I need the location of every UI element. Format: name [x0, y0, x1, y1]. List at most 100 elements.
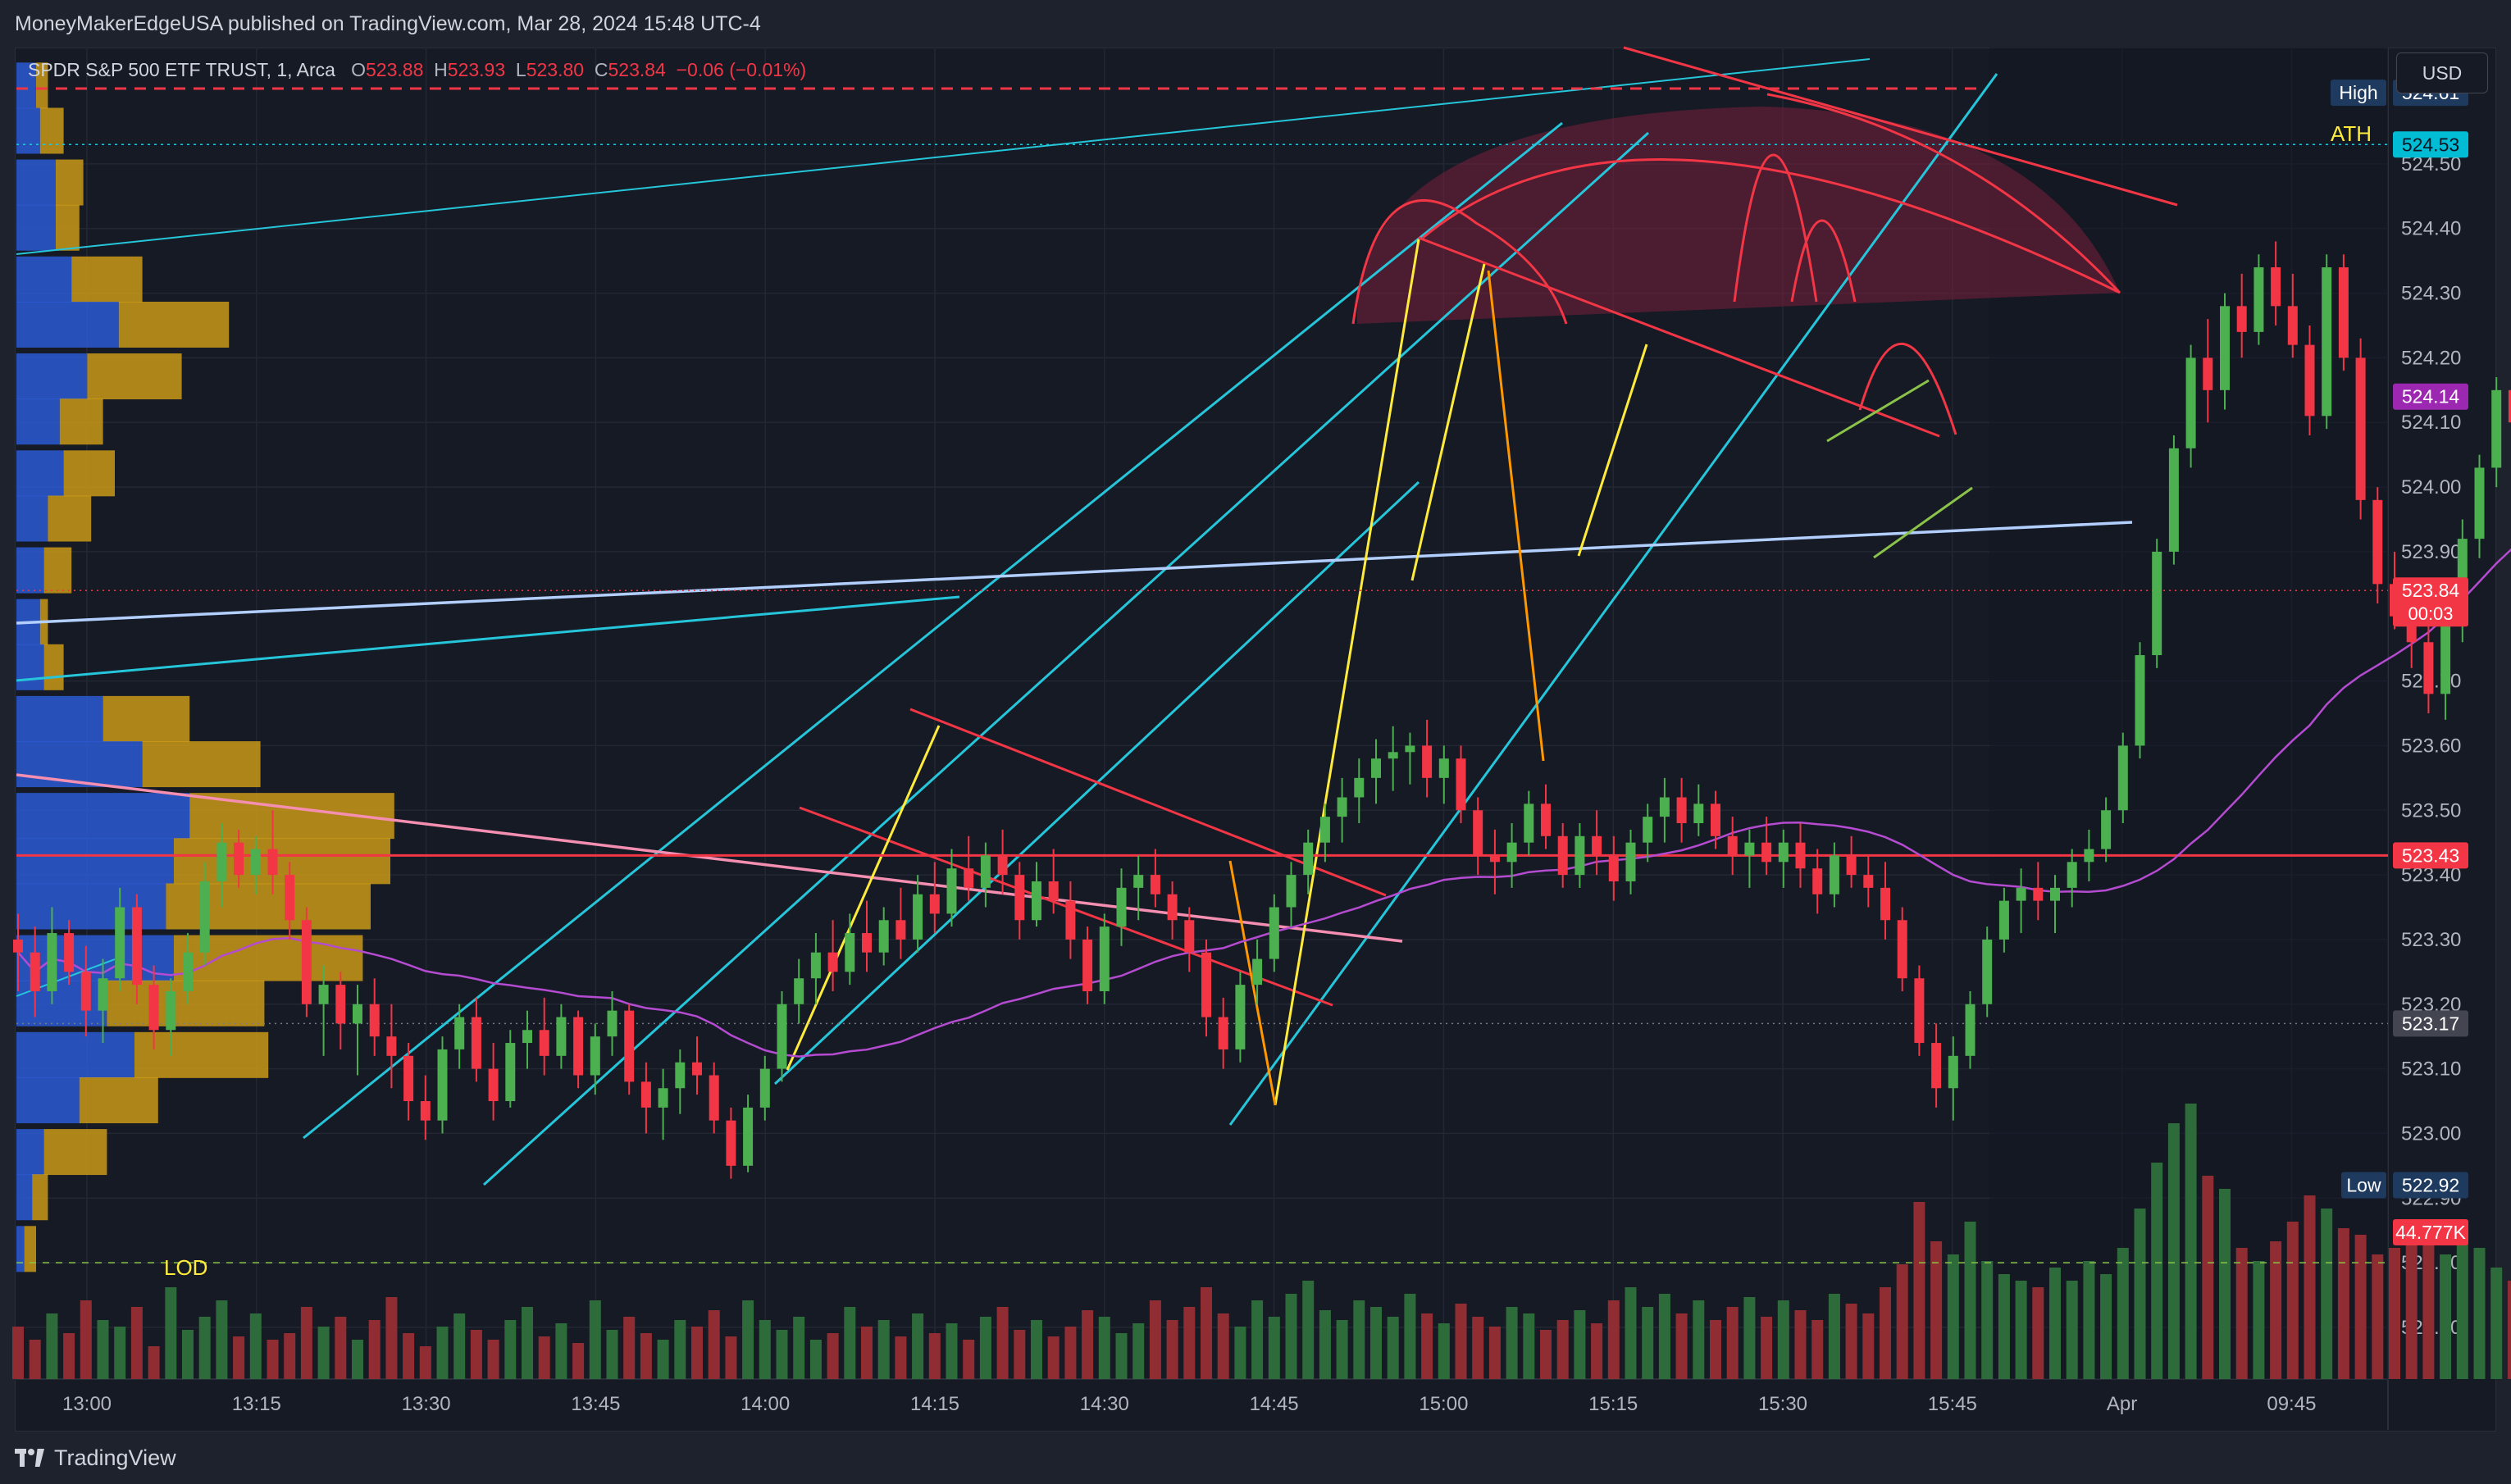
volume-bar [1319, 1310, 1331, 1379]
volume-bar [1556, 1320, 1569, 1379]
candle-body [1133, 875, 1144, 888]
candle-body [1082, 939, 1093, 991]
volume-bar [776, 1330, 788, 1379]
candle-body [573, 1017, 584, 1076]
price-badge-value: 522.92 [2402, 1174, 2459, 1195]
volume-bar [1234, 1327, 1246, 1379]
volume-bar [1302, 1281, 1315, 1379]
candle-body [98, 978, 108, 1011]
volume-bar [657, 1340, 669, 1379]
currency-button[interactable]: USD [2396, 52, 2488, 93]
red-arc [1790, 219, 1857, 303]
candle-body [743, 1107, 754, 1166]
candle-body [2304, 344, 2315, 417]
volume-bar [2321, 1209, 2333, 1379]
y-tick-label: 523.30 [2401, 929, 2461, 951]
volume-bar [1132, 1323, 1145, 1379]
footer: TradingView [0, 1432, 2511, 1484]
green-channel-line [1873, 486, 1973, 559]
price-badge-label: High [2339, 82, 2377, 103]
lod-label: LOD [164, 1255, 207, 1280]
candle-body [1914, 978, 1925, 1044]
y-tick-label: 523.90 [2401, 541, 2461, 563]
volume-bar [1625, 1287, 1637, 1379]
candle-body [1829, 855, 1839, 894]
vp-up-bar [16, 935, 174, 981]
candle-body [403, 1055, 414, 1102]
volume-bar [1743, 1297, 1756, 1379]
vp-up-bar [16, 204, 56, 251]
legend-high-label: H [434, 59, 448, 80]
volume-bar [1693, 1300, 1705, 1379]
volume-bar [317, 1327, 330, 1379]
x-tick-label: 13:15 [232, 1393, 281, 1415]
candle-body [488, 1068, 499, 1102]
ath-label: ATH [2331, 121, 2372, 146]
vp-up-bar [16, 644, 44, 690]
volume-bar [691, 1327, 703, 1379]
volume-bar [487, 1340, 499, 1379]
price-badge-value: 44.777K [2395, 1222, 2466, 1243]
volume-bar [606, 1330, 618, 1379]
candle-body [2474, 467, 2485, 539]
candle-body [1456, 758, 1466, 811]
volume-bar [1761, 1317, 1773, 1379]
vp-down-bar [103, 695, 190, 742]
vp-up-bar [16, 741, 143, 788]
volume-bar [12, 1327, 24, 1379]
volume-bar [1710, 1320, 1721, 1379]
x-tick-label: 15:15 [1588, 1393, 1638, 1415]
price-badge [2393, 1172, 2468, 1199]
candle-body [335, 985, 346, 1024]
vp-down-bar [43, 547, 72, 594]
candle-body [1744, 842, 1755, 856]
candle-body [1218, 1017, 1228, 1049]
volume-bar [674, 1320, 686, 1379]
volume-bar [1353, 1300, 1365, 1379]
volume-bar [352, 1340, 363, 1379]
candle-body [2271, 267, 2281, 307]
candle-body [318, 985, 329, 1004]
volume-bar [2202, 1176, 2214, 1379]
red-arc [1733, 153, 1818, 303]
volume-bar [2304, 1195, 2316, 1379]
volume-bar [165, 1287, 177, 1379]
volume-bar [2490, 1268, 2503, 1379]
volume-bar [470, 1330, 482, 1379]
y-tick-label: 523.60 [2401, 735, 2461, 757]
y-tick-label: 523.50 [2401, 799, 2461, 822]
candle-body [267, 849, 278, 876]
candle-body [1863, 875, 1874, 888]
x-tick-label: 14:45 [1250, 1393, 1299, 1415]
volume-bar [640, 1333, 652, 1379]
volume-bar [267, 1340, 279, 1379]
candle-body [1506, 842, 1517, 863]
candle-body [1337, 797, 1347, 817]
candle-body [1778, 842, 1789, 863]
candle-body [1880, 887, 1890, 921]
vp-up-bar [16, 1077, 80, 1124]
candle-body [2185, 357, 2196, 448]
yellow-swing-line [1274, 239, 1420, 1106]
candle-body [2440, 622, 2451, 694]
volume-bar [1794, 1310, 1807, 1379]
candle-body [2322, 267, 2332, 417]
price-badge-countdown: 00:03 [2408, 603, 2453, 624]
candle-body [2491, 389, 2502, 468]
candle-body [1371, 758, 1381, 778]
candle-body [2101, 810, 2112, 849]
volume-bars [12, 1104, 2511, 1379]
candle-body [539, 1030, 549, 1056]
volume-bar [2422, 1241, 2435, 1379]
volume-bar [2235, 1248, 2248, 1379]
vp-up-bar [16, 547, 44, 594]
volume-bar [1082, 1310, 1094, 1379]
volume-bar [1115, 1333, 1128, 1379]
vp-down-bar [32, 1174, 48, 1221]
candle-body [522, 1030, 532, 1044]
candle-body [810, 952, 821, 979]
vp-up-bar [16, 793, 190, 840]
candle-body [794, 978, 804, 1004]
candle-body [216, 842, 227, 881]
